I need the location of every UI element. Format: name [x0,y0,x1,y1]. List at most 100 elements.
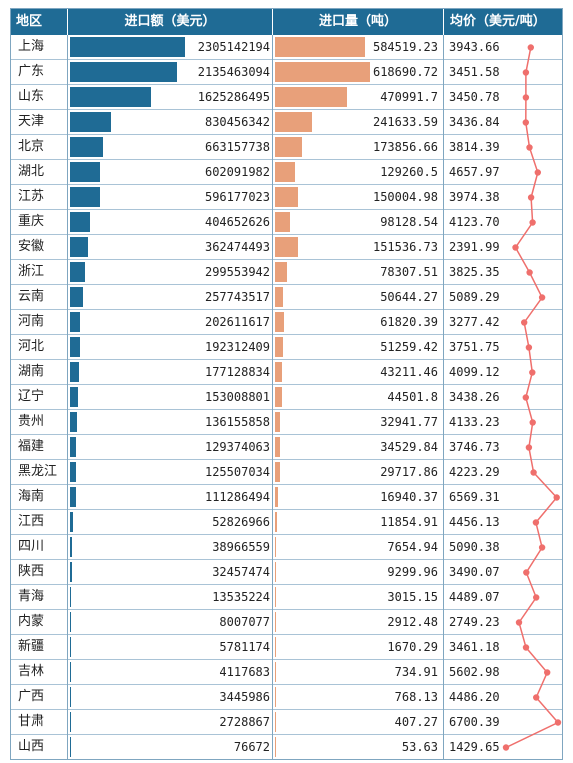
table-row: 福建 129374063 34529.84 3746.73 [10,435,563,460]
table-row: 内蒙 8007077 2912.48 2749.23 [10,610,563,635]
table-row: 湖南 177128834 43211.46 4099.12 [10,360,563,385]
price-point [512,244,519,251]
avg-price: 3461.18 [449,640,500,654]
import-volume-bar [275,112,313,132]
avg-price: 4099.12 [449,365,500,379]
import-value: 663157738 [204,140,270,154]
import-volume-bar [275,187,299,207]
import-value: 602091982 [204,165,270,179]
region-name: 江苏 [18,189,45,204]
price-point [522,69,530,76]
price-point [521,319,528,326]
import-value: 299553942 [204,265,270,279]
region-name: 山东 [18,89,45,104]
table-row: 海南 111286494 16940.37 6569.31 [10,485,563,510]
price-point [522,644,530,651]
import-volume: 50644.27 [380,290,438,304]
import-value: 125507034 [204,465,270,479]
import-value-bar [70,187,100,207]
import-value: 830456342 [204,115,270,129]
table-row: 北京 663157738 173856.66 3814.39 [10,135,563,160]
import-value: 38966559 [212,540,270,554]
import-volume-bar [275,637,276,657]
region-name: 四川 [18,539,45,554]
region-name: 海南 [18,489,45,504]
avg-price: 3974.38 [449,190,500,204]
region-name: 湖北 [18,164,45,179]
import-value: 596177023 [204,190,270,204]
region-name: 陕西 [18,564,45,579]
avg-price: 5602.98 [449,665,500,679]
import-value: 3445986 [219,690,270,704]
region-name: 广东 [18,64,45,79]
import-volume-bar [275,712,276,732]
import-volume: 734.91 [394,665,438,679]
import-value-bar [70,437,77,457]
avg-price: 3436.84 [449,115,500,129]
region-name: 青海 [18,589,45,604]
price-point [538,544,546,551]
price-point [533,594,540,601]
price-point [538,294,546,301]
import-volume: 61820.39 [380,315,438,329]
table-row: 黑龙江 125507034 29717.86 4223.29 [10,460,563,485]
import-value-bar [70,262,85,282]
import-value-bar [70,587,71,607]
import-value: 2728867 [219,715,270,729]
table-row: 河北 192312409 51259.42 3751.75 [10,335,563,360]
price-point [515,619,523,626]
price-point [526,144,533,151]
price-point [529,369,536,376]
import-volume: 44501.8 [387,390,438,404]
region-name: 黑龙江 [18,464,58,479]
import-volume: 1670.29 [387,640,438,654]
column-divider [67,35,68,760]
region-name: 新疆 [18,639,45,654]
import-volume: 618690.72 [372,65,438,79]
import-volume: 43211.46 [380,365,438,379]
import-volume-bar [275,662,276,682]
table-row: 安徽 362474493 151536.73 2391.99 [10,235,563,260]
avg-price: 4133.23 [449,415,500,429]
import-volume-bar [275,362,282,382]
avg-price: 5089.29 [449,290,500,304]
import-volume-bar [275,687,276,707]
avg-price: 3277.42 [449,315,500,329]
import-value: 136155858 [204,415,270,429]
region-name: 湖南 [18,364,45,379]
import-volume: 584519.23 [372,40,438,54]
region-name: 吉林 [18,664,45,679]
table-row: 天津 830456342 241633.59 3436.84 [10,110,563,135]
import-value: 5781174 [219,640,270,654]
import-volume-bar [275,537,277,557]
avg-price: 4486.20 [449,690,500,704]
import-volume: 53.63 [401,740,438,754]
price-point [530,469,537,476]
import-volume-bar [275,412,281,432]
import-value-bar [70,662,71,682]
avg-price-line [502,44,562,751]
import-value: 52826966 [212,515,270,529]
import-volume-bar [275,312,285,332]
import-volume: 32941.77 [380,415,438,429]
import-volume: 407.27 [394,715,438,729]
import-volume-bar [275,162,295,182]
import-value-bar [70,487,76,507]
table-row: 新疆 5781174 1670.29 3461.18 [10,635,563,660]
region-name: 云南 [18,289,45,304]
table-row: 云南 257743517 50644.27 5089.29 [10,285,563,310]
header-avg-price: 均价（美元/吨） [444,8,563,35]
price-point [526,269,533,276]
region-name: 福建 [18,439,45,454]
price-point [554,719,562,726]
import-value-bar [70,387,78,407]
import-value-bar [70,412,77,432]
price-line-series [505,47,560,749]
avg-price: 3943.66 [449,40,500,54]
table-row: 河南 202611617 61820.39 3277.42 [10,310,563,335]
avg-price: 5090.38 [449,540,500,554]
table-row: 湖北 602091982 129260.5 4657.97 [10,160,563,185]
import-value-bar [70,512,73,532]
import-value: 129374063 [204,440,270,454]
avg-price: 4456.13 [449,515,500,529]
